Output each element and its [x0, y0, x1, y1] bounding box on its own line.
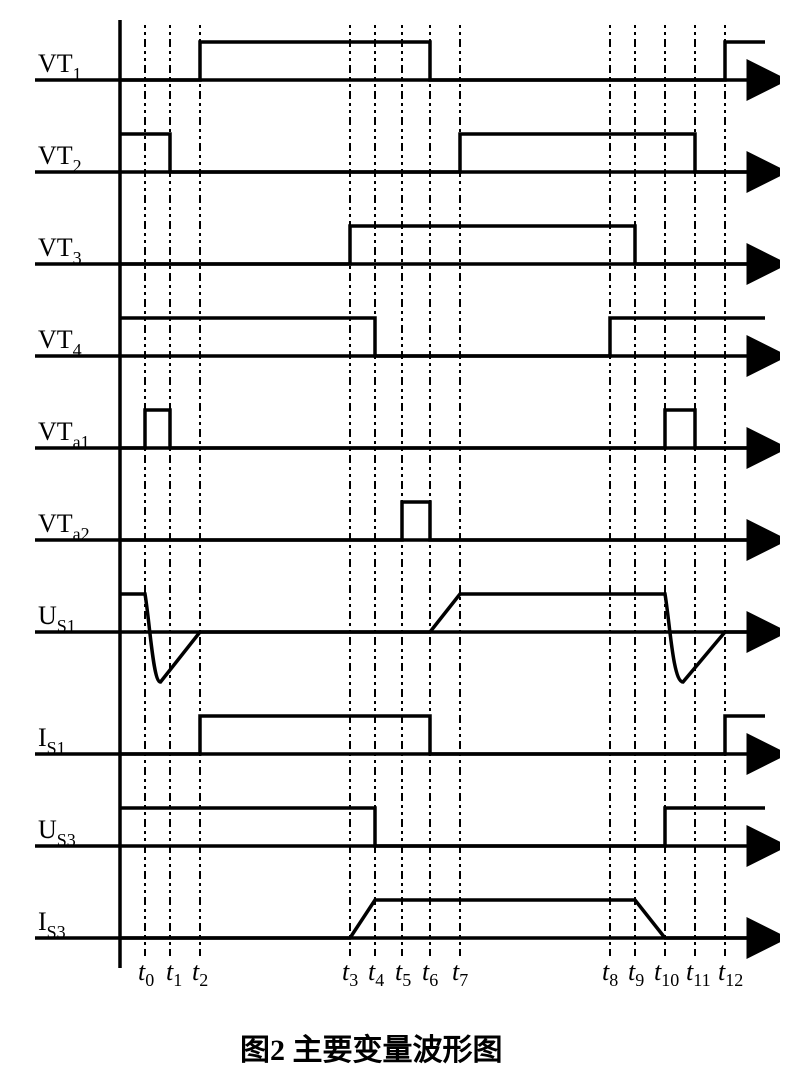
svg-text:t5: t5: [395, 957, 411, 990]
svg-text:t3: t3: [342, 957, 358, 990]
figure-caption: 图2 主要变量波形图: [240, 1025, 503, 1069]
svg-text:t11: t11: [686, 957, 711, 990]
svg-text:t12: t12: [718, 957, 743, 990]
timing-diagram: VT1VT2VT3VT4VTa1VTa2US1IS1US3IS3t0t1t2t3…: [20, 20, 780, 990]
svg-text:t7: t7: [452, 957, 468, 990]
svg-text:t1: t1: [166, 957, 182, 990]
svg-text:t9: t9: [628, 957, 644, 990]
svg-text:t4: t4: [368, 957, 384, 990]
svg-text:t8: t8: [602, 957, 618, 990]
svg-text:t6: t6: [422, 957, 438, 990]
svg-text:t0: t0: [138, 957, 154, 990]
svg-text:t2: t2: [192, 957, 208, 990]
svg-text:t10: t10: [654, 957, 679, 990]
